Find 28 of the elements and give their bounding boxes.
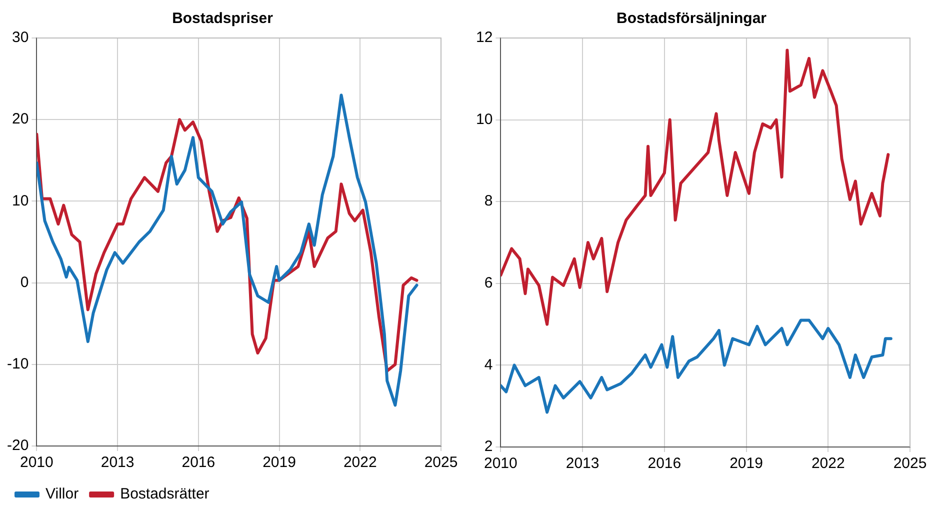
x-tick-label: 2016 — [648, 455, 682, 472]
x-tick-label: 2010 — [20, 454, 54, 472]
y-tick-label: 20 — [12, 110, 29, 128]
x-tick-label: 2022 — [343, 454, 377, 472]
x-tick-label: 2019 — [730, 455, 763, 472]
y-tick-label: 10 — [12, 192, 29, 210]
x-tick-label: 2022 — [811, 455, 845, 472]
x-tick-label: 2019 — [262, 454, 296, 472]
y-tick-label: 2 — [484, 438, 493, 456]
y-tick-label: -10 — [6, 356, 29, 373]
y-tick-label: 6 — [484, 274, 493, 292]
x-tick-label: 2016 — [182, 454, 216, 472]
y-tick-label: 0 — [20, 274, 29, 291]
x-tick-label: 2013 — [100, 454, 134, 472]
y-tick-label: 4 — [484, 356, 493, 374]
x-tick-label: 2013 — [566, 455, 600, 472]
y-tick-label: 10 — [476, 110, 493, 128]
legend-label: Villor — [46, 486, 79, 503]
x-tick-label: 2025 — [893, 455, 927, 472]
y-tick-label: 8 — [484, 192, 493, 210]
y-tick-label: 30 — [12, 29, 29, 46]
y-tick-label: 12 — [476, 29, 493, 46]
legend-label: Bostadsrätter — [120, 486, 210, 503]
x-tick-label: 2025 — [424, 454, 458, 472]
chart-title: Bostadspriser — [172, 10, 274, 28]
y-tick-label: -20 — [6, 437, 29, 454]
x-tick-label: 2010 — [484, 455, 518, 472]
chart-title: Bostadsförsäljningar — [616, 10, 767, 28]
